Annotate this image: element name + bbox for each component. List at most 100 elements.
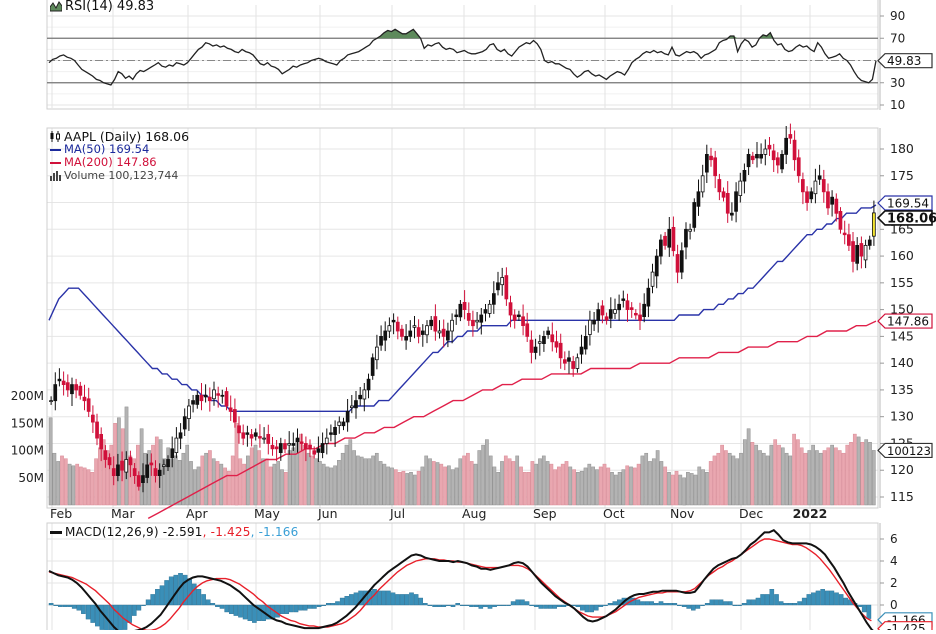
macd-histogram-bar [584, 604, 590, 613]
volume-bar [678, 474, 683, 506]
price-value-badge: 168.06 [876, 210, 936, 226]
candle-body [287, 443, 292, 446]
price-tick-label: 130 [890, 409, 914, 424]
volume-bar [105, 450, 110, 506]
volume-bar [606, 467, 611, 506]
macd-histogram-bar [815, 590, 821, 606]
volume-bar [617, 472, 622, 506]
volume-bar [215, 461, 220, 506]
macd-histogram-bar [667, 603, 673, 606]
macd-histogram-bar [289, 604, 294, 613]
candle-body [838, 210, 843, 230]
macd-histogram-bar [409, 592, 414, 606]
volume-bar [310, 455, 315, 506]
macd-histogram-bar [783, 603, 788, 606]
volume-bar [371, 455, 375, 506]
macd-histogram-bar [760, 594, 765, 606]
candle-body [270, 444, 275, 450]
macd-histogram-bar [455, 603, 461, 606]
month-label: Mar [111, 506, 135, 521]
volume-bar [249, 447, 254, 506]
candle-body [479, 314, 484, 323]
candle-body [232, 409, 237, 423]
macd-histogram-bar [316, 604, 322, 607]
candle-body [558, 342, 563, 359]
volume-bar [86, 469, 91, 506]
candle-body [487, 303, 492, 314]
candle-body [713, 157, 718, 177]
candle-body [705, 153, 709, 173]
candle-body [583, 335, 588, 350]
volume-bar [382, 463, 387, 506]
volume-bar [826, 447, 831, 506]
macd-histogram-bar [594, 604, 599, 611]
volume-bar [746, 428, 751, 506]
macd-histogram-bar [788, 603, 793, 606]
macd-histogram-bar [681, 604, 687, 607]
volume-bar [378, 461, 383, 506]
volume-bar [439, 463, 444, 506]
candle-body [266, 433, 271, 444]
candle-body [408, 330, 413, 337]
macd-histogram-bar [330, 603, 336, 606]
volume-bar [356, 455, 360, 506]
candle-body [462, 301, 467, 310]
macd-signal-badge-text: -1.425 [887, 622, 926, 630]
volume-bar [852, 433, 857, 506]
candle-body [546, 330, 551, 335]
volume-bar [280, 469, 284, 506]
candle-body [742, 169, 747, 182]
volume-bar [352, 450, 356, 506]
volume-bar [777, 444, 781, 506]
candle-body [496, 282, 500, 291]
candle-body [103, 450, 108, 460]
volume-bar [287, 450, 292, 506]
volume-bar [192, 469, 197, 506]
candle-body [241, 432, 246, 439]
month-label: 2022 [793, 506, 828, 521]
macd-histogram-bar [769, 589, 775, 606]
volume-bar [428, 458, 432, 506]
candle-body [454, 314, 459, 318]
macd-histogram-bar [256, 604, 262, 622]
volume-bar [181, 452, 186, 506]
candle-body [458, 303, 463, 318]
candle-body [801, 179, 805, 193]
ma50-path [48, 204, 877, 412]
volume-bar [75, 463, 80, 506]
volume-value-badge-text: 100123 [887, 444, 931, 458]
macd-histogram-bar [658, 601, 664, 606]
candle-body [604, 316, 609, 321]
volume-bar [189, 461, 193, 506]
volume-bar [773, 439, 778, 506]
volume-bar [780, 447, 785, 506]
volume-bar [466, 452, 470, 506]
volume-bar [689, 473, 694, 506]
volume-bar [397, 472, 402, 506]
volume-bar [477, 450, 482, 506]
macd-histogram-bar [238, 604, 243, 618]
candle-body [809, 191, 814, 200]
candle-body [425, 325, 429, 336]
macd-histogram-bar [293, 604, 299, 613]
rsi-value-badge-text: 49.83 [887, 54, 921, 68]
candle-body [224, 391, 229, 407]
volume-bar [90, 472, 95, 506]
volume-bar [595, 469, 599, 506]
macd-histogram-bar [746, 599, 751, 606]
macd-histogram-bar [612, 601, 618, 606]
candle-body [445, 330, 450, 341]
volume-bar [560, 463, 565, 506]
volume-bar [325, 466, 330, 506]
volume-bar [227, 470, 231, 506]
candle-body [91, 414, 95, 423]
rsi-value-badge-shape [877, 53, 933, 69]
macd-histogram-bar [580, 604, 585, 611]
candle-body [725, 192, 730, 214]
volume-bar [784, 452, 789, 506]
month-label: Dec [739, 506, 763, 521]
volume-bar [101, 439, 106, 506]
candle-body [500, 277, 505, 286]
candle-body [404, 335, 409, 341]
macd-histogram-bar [349, 594, 354, 606]
